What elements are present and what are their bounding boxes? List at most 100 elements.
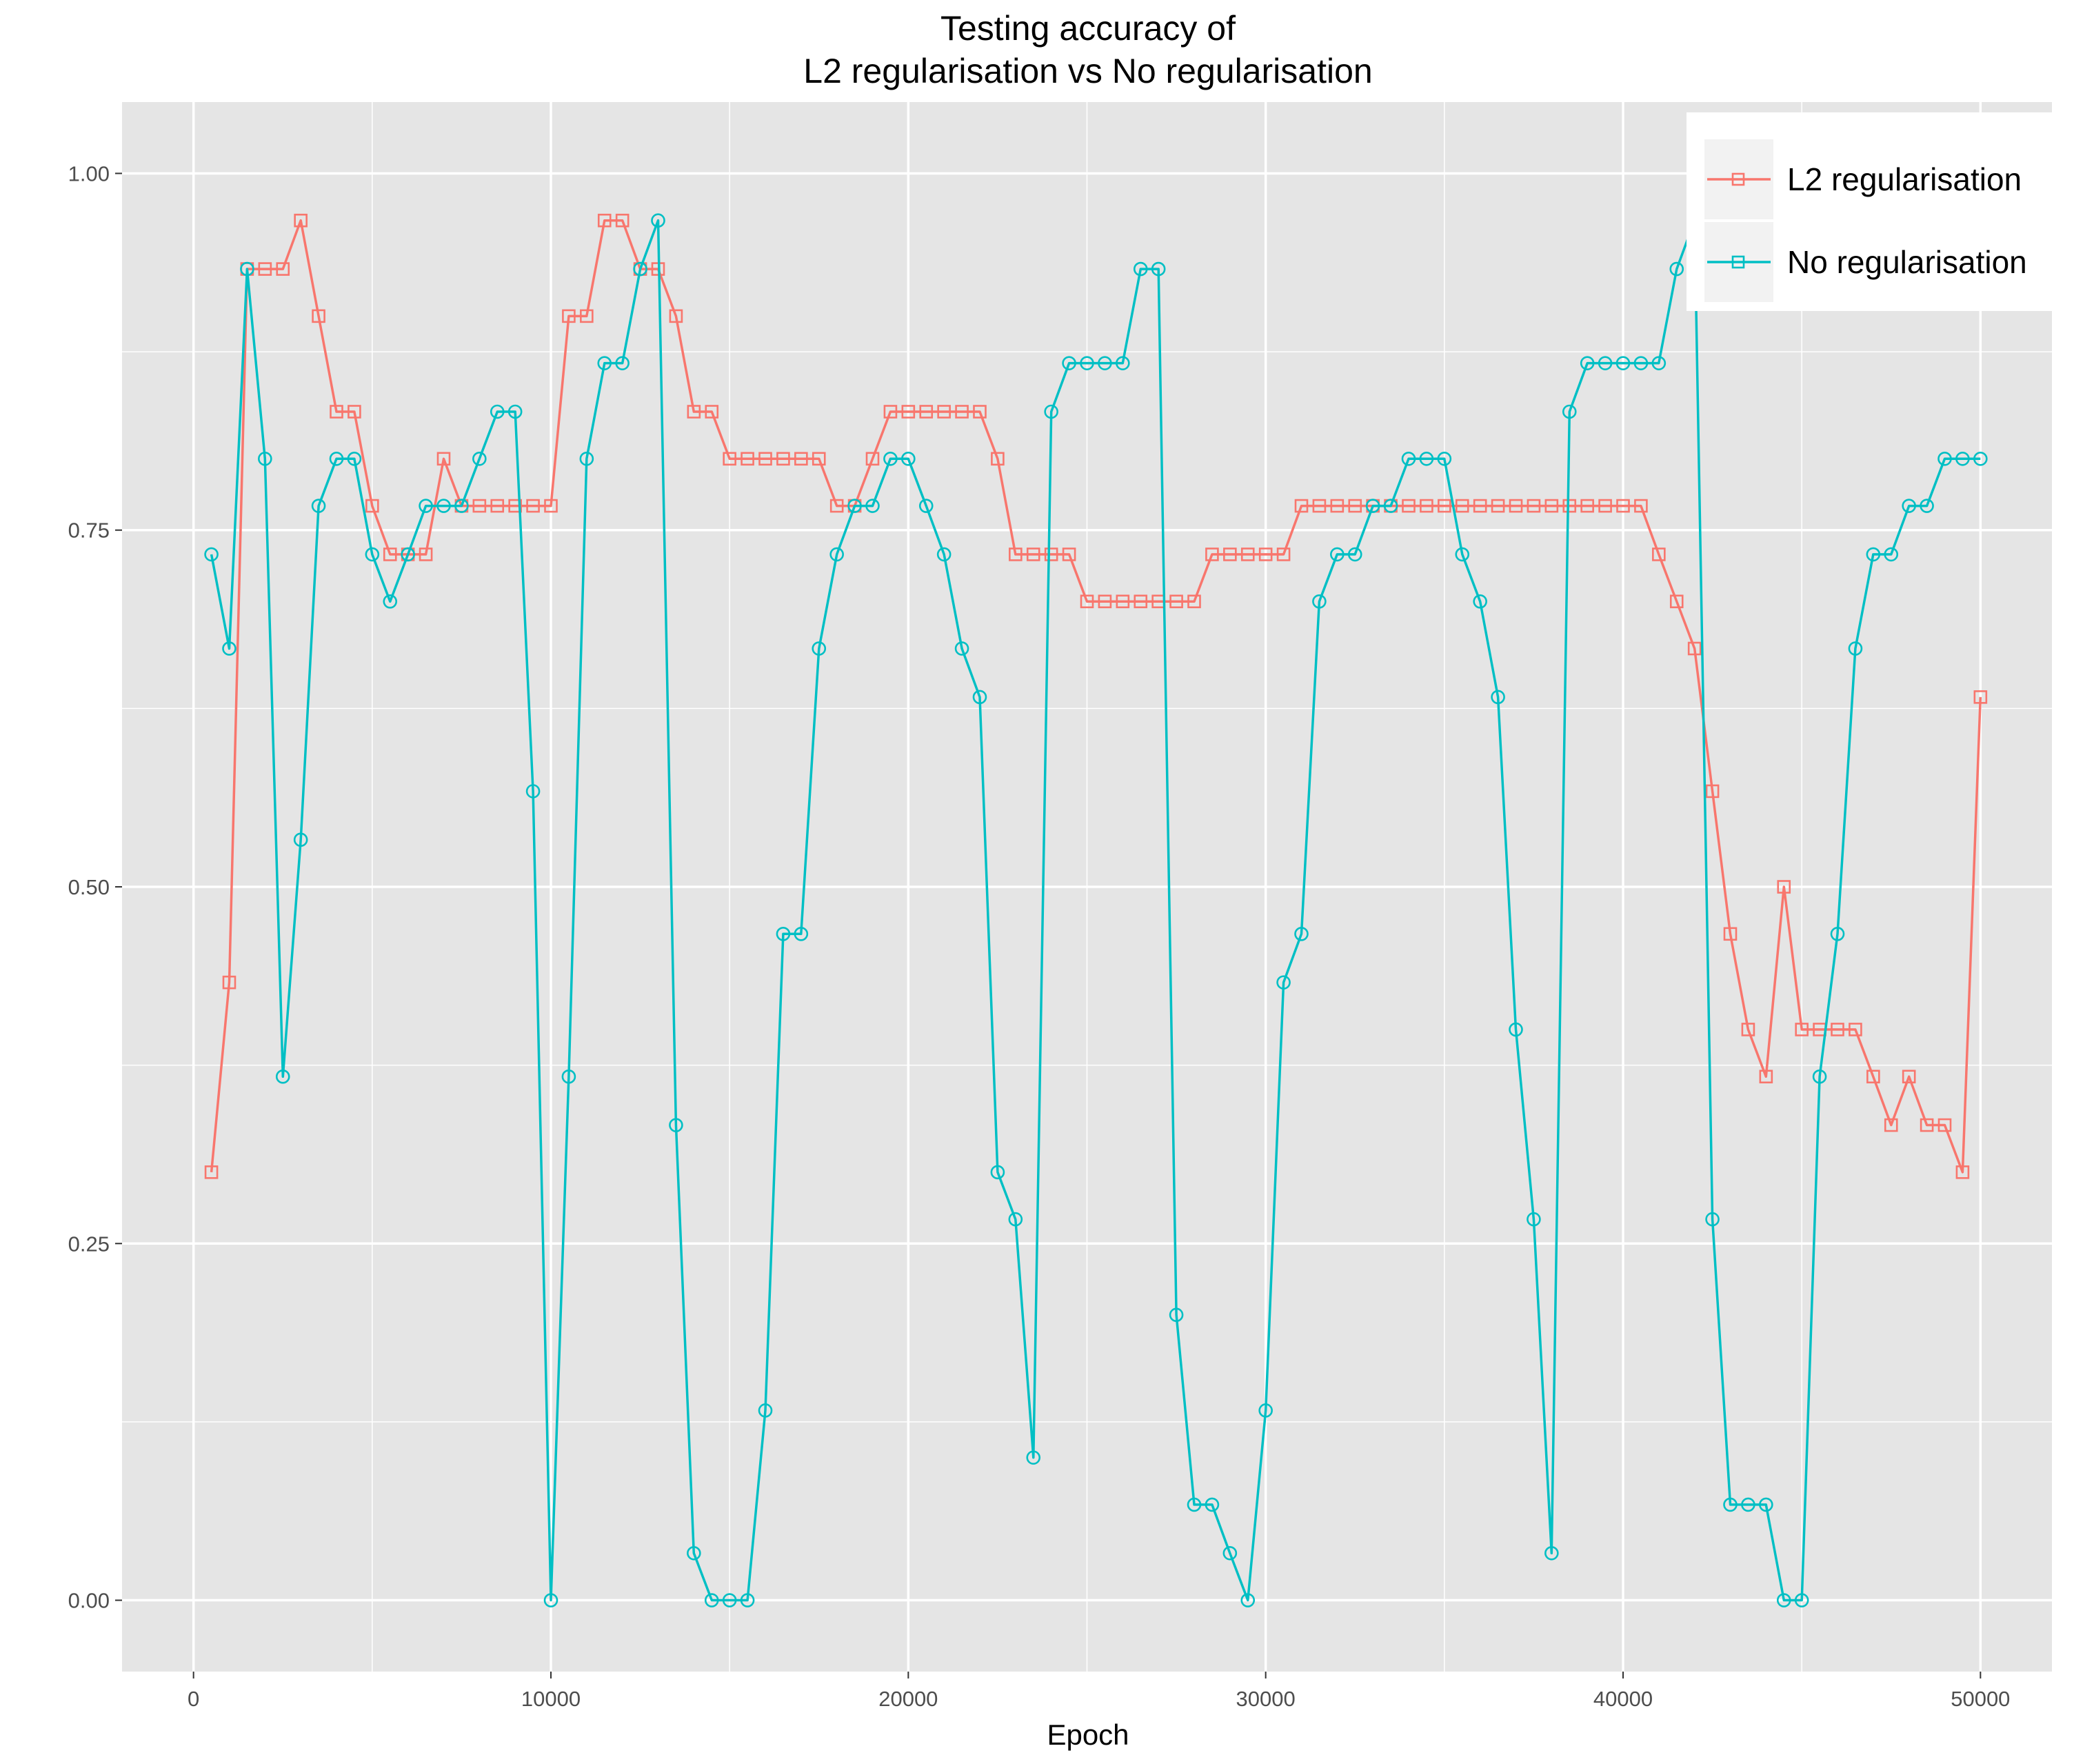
data-point [687, 405, 701, 419]
data-point [1884, 547, 1899, 562]
data-point [741, 452, 754, 466]
x-tick-label: 10000 [521, 1687, 581, 1711]
data-point [1401, 451, 1416, 466]
data-point [794, 452, 808, 466]
data-point [1669, 261, 1684, 277]
chart-title: Testing accuracy of L2 regularisation vs… [803, 9, 1372, 90]
data-point [1776, 1593, 1791, 1607]
data-point [1848, 641, 1863, 656]
data-point [705, 405, 719, 419]
x-tick-label: 0 [188, 1687, 199, 1711]
data-point [1276, 548, 1291, 561]
data-point [1777, 880, 1791, 894]
data-point [597, 213, 612, 228]
data-point [543, 1593, 558, 1607]
data-point [1187, 594, 1201, 608]
data-point [454, 499, 469, 513]
data-point [1902, 499, 1916, 513]
data-point [1080, 594, 1094, 608]
data-point [1902, 1070, 1916, 1083]
data-point [472, 499, 487, 513]
data-point [883, 451, 898, 466]
data-point [722, 1593, 737, 1607]
data-point [1187, 1497, 1202, 1512]
data-point [222, 975, 236, 990]
data-point [758, 1403, 773, 1418]
data-point [1330, 547, 1345, 562]
data-point [1580, 356, 1595, 370]
data-point [723, 452, 736, 466]
data-point [794, 926, 809, 941]
data-point [651, 213, 665, 228]
data-point [562, 309, 576, 323]
data-point [1312, 499, 1327, 513]
data-point [1473, 594, 1487, 609]
legend-key-marker [1731, 172, 1745, 186]
data-point [507, 404, 523, 419]
data-point [615, 356, 630, 370]
data-point [1687, 641, 1702, 656]
data-point [436, 452, 451, 466]
data-point [1955, 451, 1970, 466]
data-point [1205, 548, 1219, 561]
data-point [1258, 548, 1273, 561]
data-point [776, 452, 790, 466]
data-point [1491, 690, 1505, 705]
data-point [1830, 926, 1845, 941]
data-point [579, 451, 594, 466]
data-point [812, 641, 827, 656]
data-point [1044, 548, 1058, 561]
data-point [1365, 499, 1380, 513]
data-point [1562, 404, 1577, 419]
data-point [436, 499, 451, 513]
chart-title-line-1: Testing accuracy of [940, 9, 1236, 48]
data-point [633, 261, 647, 277]
data-point [829, 547, 844, 562]
data-point [312, 309, 325, 323]
data-point [1794, 1593, 1809, 1607]
data-point [365, 547, 380, 562]
data-point [1937, 1118, 1952, 1132]
legend-label: No regularisation [1787, 244, 2027, 280]
data-point [1169, 1307, 1184, 1323]
data-point [1562, 499, 1577, 513]
data-point [1348, 499, 1362, 513]
data-point [1509, 1022, 1523, 1037]
data-point [1812, 1069, 1827, 1084]
data-point [275, 1069, 290, 1084]
data-point [1669, 594, 1684, 608]
x-tick-label: 30000 [1236, 1687, 1296, 1711]
data-point [1222, 1545, 1238, 1561]
data-point [919, 405, 934, 419]
legend: L2 regularisation No regularisation [1687, 112, 2059, 311]
data-point [1527, 1212, 1541, 1227]
data-point [1240, 1593, 1256, 1607]
data-point [204, 1165, 219, 1179]
data-point [901, 405, 916, 419]
legend-item: No regularisation [1704, 222, 2027, 302]
data-point [1062, 356, 1076, 370]
data-point [526, 499, 540, 513]
series-1 [204, 213, 1988, 1179]
data-point [348, 405, 361, 419]
data-point [937, 405, 951, 419]
data-point [1009, 548, 1023, 561]
data-point [1920, 499, 1934, 513]
data-point [1616, 499, 1630, 513]
data-point [1044, 404, 1058, 419]
data-point [669, 309, 683, 323]
data-point [955, 405, 969, 419]
data-point [1741, 1023, 1755, 1036]
data-point [1134, 594, 1148, 608]
data-point [1080, 356, 1094, 370]
data-point [1580, 499, 1594, 513]
data-point [847, 499, 862, 513]
data-point [1741, 1497, 1755, 1512]
data-point [1759, 1497, 1773, 1512]
data-point [1008, 1212, 1023, 1227]
data-point [330, 405, 343, 419]
data-point [1062, 548, 1076, 561]
data-point [776, 926, 791, 941]
data-point [1258, 1403, 1273, 1418]
